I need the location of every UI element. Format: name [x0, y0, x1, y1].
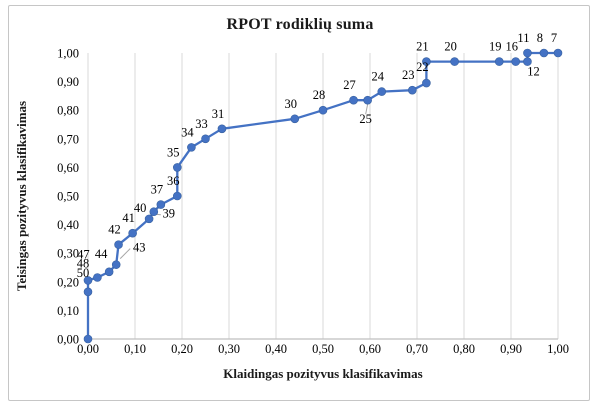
y-tick-label: 0,60 [57, 161, 79, 175]
data-point-marker [187, 143, 196, 152]
data-point-label: 30 [285, 97, 298, 111]
x-tick-label: 1,00 [547, 342, 569, 356]
data-point-label: 40 [134, 201, 147, 215]
data-point-label: 11 [517, 31, 529, 45]
data-point-marker [111, 260, 121, 269]
data-point-label: 44 [95, 247, 108, 261]
y-tick-label: 0,10 [57, 304, 79, 318]
data-point-marker [290, 114, 300, 124]
y-tick-label: 0,40 [57, 218, 79, 232]
x-tick-label: 0,90 [500, 342, 522, 356]
data-point-label: 12 [527, 65, 540, 79]
x-axis-title: Klaidingas pozityvus klasifikavimas [223, 366, 423, 381]
x-tick-label: 0,80 [453, 342, 475, 356]
data-point-label: 16 [505, 40, 518, 54]
y-tick-label: 0,50 [57, 190, 79, 204]
data-point-label: 43 [133, 241, 146, 255]
data-point-label: 21 [416, 40, 429, 54]
y-tick-label: 0,20 [57, 275, 79, 289]
data-point-marker [83, 276, 93, 285]
y-tick-label: 0,90 [57, 75, 79, 89]
data-point-marker [318, 105, 328, 115]
x-tick-label: 0,10 [124, 342, 146, 356]
data-point-marker [149, 207, 159, 217]
data-point-marker [201, 134, 210, 144]
data-point-label: 37 [151, 183, 164, 197]
y-tick-label: 1,00 [57, 47, 79, 61]
data-point-label: 35 [167, 145, 180, 159]
data-point-marker [407, 85, 417, 95]
x-tick-label: 0,50 [312, 342, 334, 356]
data-point-label: 19 [489, 40, 502, 54]
x-tick-label: 0,00 [77, 342, 99, 356]
data-point-label: 25 [359, 112, 372, 126]
data-point-marker [104, 267, 114, 277]
data-point-label: 23 [402, 68, 415, 82]
data-point-label: 20 [444, 40, 457, 54]
data-point-label: 34 [181, 125, 194, 139]
data-point-marker [156, 200, 166, 209]
data-point-marker [349, 95, 358, 105]
chart-title: RPOT rodiklių suma [226, 16, 374, 33]
data-point-marker [217, 124, 227, 134]
data-point-marker [173, 163, 182, 172]
data-point-marker [539, 48, 549, 58]
data-point-marker [511, 57, 521, 66]
x-tick-label: 0,30 [218, 342, 240, 356]
data-label-leader-line [119, 248, 131, 259]
data-point-marker [523, 48, 532, 58]
data-point-label: 7 [551, 31, 557, 45]
data-point-marker [83, 287, 93, 297]
data-point-marker [93, 273, 102, 282]
data-point-label: 8 [537, 31, 543, 45]
data-point-label: 39 [163, 207, 176, 221]
data-point-label: 36 [167, 174, 180, 188]
data-label-leader-line [365, 104, 369, 115]
data-point-marker [450, 57, 459, 66]
x-tick-label: 0,40 [265, 342, 287, 356]
x-tick-label: 0,20 [171, 342, 193, 356]
data-point-label: 48 [77, 256, 90, 270]
chart-border [8, 5, 590, 401]
data-point-label: 42 [108, 223, 121, 237]
data-point-label: 47 [77, 248, 90, 262]
data-point-label: 24 [372, 70, 385, 84]
data-point-marker [363, 95, 372, 105]
y-tick-label: 0,30 [57, 247, 79, 261]
x-tick-label: 0,70 [406, 342, 428, 356]
y-tick-label: 0,00 [57, 333, 79, 347]
y-tick-label: 0,70 [57, 132, 79, 146]
data-point-marker [523, 57, 532, 66]
data-point-marker [422, 57, 431, 66]
x-tick-label: 0,60 [359, 342, 381, 356]
data-point-marker [83, 334, 93, 344]
data-point-marker [494, 57, 504, 66]
data-point-marker [114, 240, 123, 249]
data-point-marker [173, 191, 182, 201]
y-tick-label: 0,80 [57, 104, 79, 118]
data-point-label: 31 [212, 107, 225, 121]
data-point-label: 33 [195, 117, 208, 131]
data-point-marker [377, 87, 387, 96]
data-point-label: 22 [416, 60, 429, 74]
data-point-label: 41 [122, 211, 135, 225]
data-point-label: 27 [343, 78, 356, 92]
data-point-marker [128, 228, 137, 238]
data-point-marker [144, 214, 154, 224]
data-point-label: 50 [77, 266, 90, 280]
data-point-label: 28 [313, 88, 326, 102]
data-point-marker [422, 78, 431, 88]
data-point-marker [553, 48, 563, 58]
